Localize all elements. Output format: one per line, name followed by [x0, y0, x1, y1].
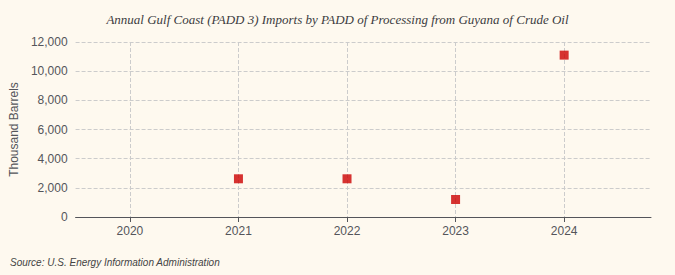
svg-text:Annual Gulf Coast (PADD 3) Imp: Annual Gulf Coast (PADD 3) Imports by PA…: [105, 12, 569, 27]
svg-text:Thousand Barrels: Thousand Barrels: [7, 82, 21, 177]
svg-text:6,000: 6,000: [38, 123, 68, 137]
svg-text:2021: 2021: [225, 224, 252, 238]
svg-text:2020: 2020: [117, 224, 144, 238]
svg-text:2022: 2022: [334, 224, 361, 238]
svg-text:2024: 2024: [551, 224, 578, 238]
svg-text:2,000: 2,000: [38, 181, 68, 195]
svg-text:4,000: 4,000: [38, 152, 68, 166]
svg-text:2023: 2023: [442, 224, 469, 238]
svg-text:10,000: 10,000: [31, 64, 68, 78]
svg-text:8,000: 8,000: [38, 93, 68, 107]
svg-text:12,000: 12,000: [31, 35, 68, 49]
svg-text:Source: U.S. Energy Informatio: Source: U.S. Energy Information Administ…: [10, 257, 220, 268]
svg-text:0: 0: [61, 210, 68, 224]
